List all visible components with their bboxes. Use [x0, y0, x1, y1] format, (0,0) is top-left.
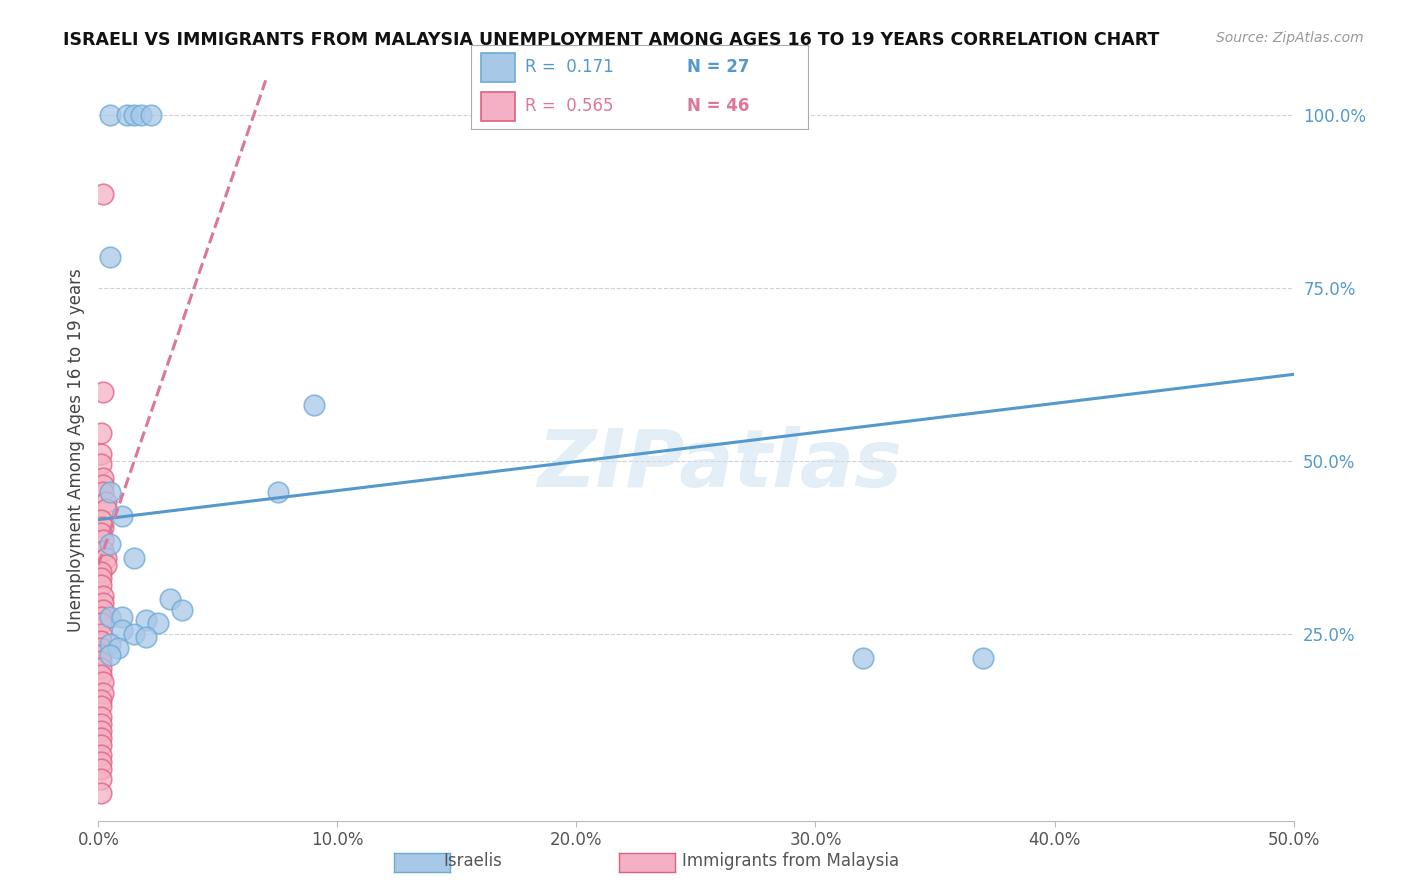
- Point: [107, 640, 129, 655]
- Point: [111, 624, 134, 638]
- Point: [91, 596, 114, 610]
- Point: [91, 589, 114, 603]
- Text: ZIPatlas: ZIPatlas: [537, 426, 903, 504]
- Point: [90, 699, 112, 714]
- Point: [90, 755, 112, 769]
- Point: [91, 675, 114, 690]
- Point: [91, 471, 114, 485]
- Point: [90, 716, 112, 731]
- Text: R =  0.565: R = 0.565: [524, 97, 613, 115]
- Point: [90, 648, 112, 662]
- Text: N = 46: N = 46: [688, 97, 749, 115]
- Point: [90, 668, 112, 682]
- Point: [94, 502, 117, 516]
- Point: [98, 637, 122, 651]
- Point: [90, 627, 112, 641]
- Point: [111, 509, 134, 524]
- Point: [124, 550, 146, 565]
- Point: [90, 710, 112, 724]
- Point: [135, 613, 157, 627]
- Point: [111, 609, 134, 624]
- Point: [91, 602, 114, 616]
- Point: [94, 550, 117, 565]
- Point: [972, 651, 994, 665]
- Point: [267, 485, 290, 500]
- Point: [91, 519, 114, 533]
- Bar: [481, 54, 515, 82]
- Point: [852, 651, 875, 665]
- Point: [98, 108, 122, 122]
- Point: [124, 108, 146, 122]
- Point: [159, 592, 181, 607]
- Point: [90, 426, 112, 441]
- Point: [90, 772, 112, 786]
- Point: [139, 108, 162, 122]
- Point: [91, 485, 114, 500]
- Point: [90, 565, 112, 579]
- Point: [135, 630, 157, 644]
- Point: [90, 526, 112, 541]
- Point: [90, 786, 112, 800]
- Point: [90, 572, 112, 586]
- Text: N = 27: N = 27: [688, 59, 749, 77]
- Text: Immigrants from Malaysia: Immigrants from Malaysia: [682, 852, 898, 870]
- Point: [124, 627, 146, 641]
- Point: [90, 731, 112, 745]
- Bar: [481, 92, 515, 120]
- Point: [90, 609, 112, 624]
- Point: [91, 478, 114, 492]
- Point: [91, 533, 114, 548]
- Point: [90, 692, 112, 706]
- Point: [90, 723, 112, 738]
- Y-axis label: Unemployment Among Ages 16 to 19 years: Unemployment Among Ages 16 to 19 years: [66, 268, 84, 632]
- Point: [302, 399, 325, 413]
- Point: [91, 685, 114, 699]
- Point: [94, 558, 117, 572]
- Point: [90, 655, 112, 669]
- Point: [91, 543, 114, 558]
- Text: R =  0.171: R = 0.171: [524, 59, 614, 77]
- Point: [98, 485, 122, 500]
- Text: Source: ZipAtlas.com: Source: ZipAtlas.com: [1216, 31, 1364, 45]
- Point: [90, 762, 112, 776]
- Point: [90, 578, 112, 592]
- Point: [91, 187, 114, 202]
- Point: [98, 648, 122, 662]
- Point: [148, 616, 170, 631]
- Point: [91, 384, 114, 399]
- Point: [517, 112, 540, 126]
- Point: [172, 602, 194, 616]
- Point: [131, 108, 153, 122]
- Point: [90, 640, 112, 655]
- Point: [90, 447, 112, 461]
- Point: [115, 108, 138, 122]
- Point: [90, 633, 112, 648]
- Point: [98, 250, 122, 264]
- Point: [90, 661, 112, 675]
- Point: [90, 616, 112, 631]
- Point: [90, 513, 112, 527]
- Point: [98, 537, 122, 551]
- Point: [94, 495, 117, 509]
- Point: [90, 738, 112, 752]
- Point: [90, 458, 112, 472]
- Point: [98, 609, 122, 624]
- Text: ISRAELI VS IMMIGRANTS FROM MALAYSIA UNEMPLOYMENT AMONG AGES 16 TO 19 YEARS CORRE: ISRAELI VS IMMIGRANTS FROM MALAYSIA UNEM…: [63, 31, 1160, 49]
- Text: Israelis: Israelis: [443, 852, 502, 870]
- Point: [90, 747, 112, 762]
